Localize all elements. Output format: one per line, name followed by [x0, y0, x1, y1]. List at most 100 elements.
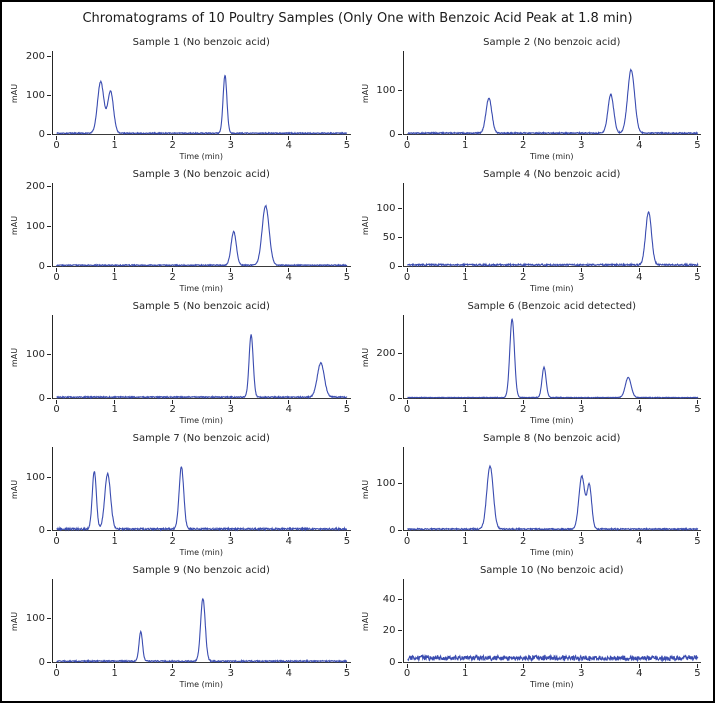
x-axis-label-row: Time (min): [8, 135, 359, 164]
chromatogram-trace: [53, 447, 351, 530]
chromatogram-trace: [53, 183, 351, 266]
x-tick-mark: [696, 400, 698, 404]
x-tick-mark: [464, 136, 466, 140]
plot-row: mAU 0 100 0 1 2 3 4 5: [359, 447, 710, 547]
x-tick-label: 1: [461, 536, 469, 547]
x-tick-label: 3: [578, 404, 585, 415]
subplot: Sample 10 (No benzoic acid) mAU 0 20 40 0 1…: [359, 562, 710, 694]
plot-area: 0 1 2 3 4 5: [397, 315, 701, 415]
x-tick-label: 2: [169, 668, 176, 679]
x-tick-label: 1: [461, 272, 469, 283]
x-tick-mark: [346, 136, 348, 140]
subplot: Sample 8 (No benzoic acid) mAU 0 100 0 1 2 3…: [359, 430, 710, 562]
y-axis-label: mAU: [359, 579, 373, 663]
chromatogram-trace: [53, 51, 351, 134]
subplot-title: Sample 4 (No benzoic acid): [483, 169, 621, 180]
y-tick-mark: [397, 265, 402, 267]
x-tick-label: 1: [111, 404, 118, 415]
plot-row: mAU 0 20 40 0 1 2 3 4 5: [359, 579, 710, 679]
x-tick-label: 5: [343, 668, 351, 679]
x-tick-mark: [288, 532, 290, 536]
chromatogram-trace: [404, 183, 702, 266]
y-tick-mark: [47, 353, 51, 355]
x-tick-mark: [346, 268, 348, 272]
x-tick-mark: [638, 136, 640, 140]
x-tick-label: 5: [694, 668, 701, 679]
y-tick-label: 50: [382, 232, 396, 244]
x-tick-label: 0: [403, 272, 411, 283]
y-axis-label-text: mAU: [10, 347, 20, 367]
y-tick-label: 200: [25, 181, 45, 192]
y-tick-mark: [47, 225, 51, 227]
x-tick-mark: [406, 400, 408, 404]
x-axis-label-row: Time (min): [359, 267, 710, 296]
y-tick-label: 100: [25, 471, 45, 483]
x-tick-mark: [346, 400, 348, 404]
y-tick-label: 100: [25, 221, 45, 232]
x-tick-label: 3: [227, 668, 234, 679]
x-tick-label: 4: [285, 668, 293, 679]
y-axis-label-text: mAU: [10, 83, 20, 103]
y-tick-label: 0: [389, 657, 396, 668]
x-tick-mark: [696, 532, 698, 536]
y-axis-label-text: mAU: [361, 479, 370, 499]
x-tick-label: 3: [227, 140, 234, 151]
x-tick-mark: [172, 268, 174, 272]
x-tick-label: 0: [403, 668, 411, 679]
chromatogram-trace: [53, 315, 351, 398]
plot-row: mAU 0 100 0 1 2 3 4 5: [8, 447, 359, 547]
x-tick-mark: [464, 268, 466, 272]
subplot-title: Sample 9 (No benzoic acid): [132, 565, 270, 576]
y-tick-label: 100: [25, 89, 45, 101]
subplot-title: Sample 8 (No benzoic acid): [483, 433, 621, 444]
y-axis-ticks: 0 100: [22, 315, 52, 404]
x-tick-label: 2: [520, 272, 527, 283]
x-tick-label: 2: [169, 404, 176, 415]
y-tick-label: 0: [38, 393, 45, 404]
x-axis-label: Time (min): [179, 284, 223, 293]
y-axis-label-text: mAU: [361, 347, 370, 367]
x-tick-mark: [522, 664, 524, 668]
x-tick-mark: [406, 136, 408, 140]
trace-path: [407, 212, 697, 266]
y-axis-label: mAU: [359, 183, 373, 267]
y-tick-label: 20: [382, 625, 396, 637]
x-tick-label: 4: [285, 536, 293, 547]
x-axis-label-row: Time (min): [8, 399, 359, 428]
trace-path: [407, 70, 697, 134]
y-tick-label: 0: [389, 261, 396, 272]
x-tick-label: 4: [636, 140, 643, 151]
x-tick-label: 0: [53, 668, 60, 679]
x-tick-label: 2: [520, 404, 527, 415]
x-tick-mark: [638, 532, 640, 536]
y-tick-label: 0: [389, 393, 396, 404]
x-tick-mark: [696, 268, 698, 272]
x-tick-mark: [56, 400, 58, 404]
subplot-title: Sample 10 (No benzoic acid): [479, 565, 624, 576]
y-tick-mark: [397, 352, 402, 354]
y-axis-ticks: 0 100 200: [22, 51, 52, 140]
plot-area: 0 1 2 3 4 5: [397, 51, 701, 151]
y-tick-mark: [397, 89, 402, 91]
subplot: Sample 3 (No benzoic acid) mAU 0 100 200 0…: [8, 166, 359, 298]
chromatogram-trace: [404, 579, 702, 662]
y-tick-mark: [397, 208, 402, 210]
x-tick-mark: [230, 664, 232, 668]
x-tick-label: 0: [403, 404, 411, 415]
y-tick-label: 0: [38, 129, 45, 140]
x-axis-label-row: Time (min): [359, 399, 710, 428]
x-tick-label: 5: [343, 536, 351, 547]
subplot-title: Sample 2 (No benzoic acid): [483, 37, 621, 48]
trace-path: [57, 599, 347, 662]
x-tick-mark: [522, 136, 524, 140]
x-tick-label: 4: [285, 404, 293, 415]
y-axis-label-text: mAU: [361, 611, 370, 631]
y-axis-label-text: mAU: [361, 215, 370, 235]
y-axis-label: mAU: [8, 579, 22, 663]
trace-path: [57, 334, 347, 397]
plot-row: mAU 0 100 0 1 2 3 4 5: [359, 51, 710, 151]
x-tick-label: 1: [111, 272, 118, 283]
y-tick-label: 100: [25, 348, 45, 360]
figure-title: Chromatograms of 10 Poultry Samples (Onl…: [82, 11, 633, 26]
